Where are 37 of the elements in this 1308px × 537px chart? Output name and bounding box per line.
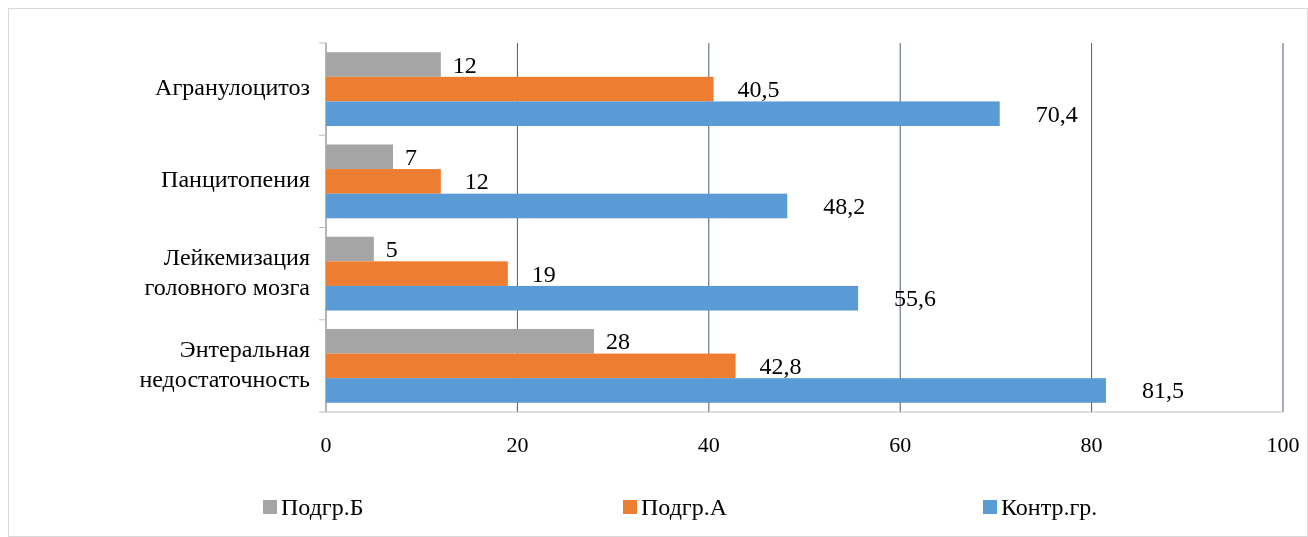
data-label: 70,4 [1035,100,1078,127]
legend-label: Подгр.А [641,494,728,520]
data-label: 12 [452,51,477,78]
legend-label: Контр.гр. [1001,494,1098,520]
y-tick-label: Энтеральная недостаточность [139,335,311,392]
bar [326,193,788,219]
x-tick-label: 40 [697,432,720,457]
legend-label: Подгр.Б [281,494,364,520]
bar [326,52,441,77]
data-label: 40,5 [737,76,780,103]
bar [326,285,859,311]
x-tick-label: 20 [506,432,529,457]
y-tick-label: Панцитопения [161,165,310,192]
bar [326,101,1000,127]
bar [326,261,508,286]
x-tick-label: 60 [889,432,912,457]
bar [326,76,714,102]
bar [326,353,736,379]
data-label: 28 [605,328,630,355]
data-label: 5 [385,236,398,263]
data-label: 81,5 [1141,377,1184,404]
bar [326,328,594,354]
bar [326,144,393,170]
data-label: 19 [531,260,556,287]
bar [326,378,1106,403]
data-label: 7 [404,143,417,170]
data-label: 42,8 [759,352,802,379]
y-tick-label: Лейкемизация головного мозга [144,243,311,300]
data-label: 12 [464,168,489,195]
x-tick-label: 100 [1266,432,1300,457]
y-tick-label: Агранулоцитоз [155,73,310,100]
data-label: 48,2 [823,192,866,219]
bar [326,236,374,262]
data-label: 55,6 [894,285,937,312]
bar [326,169,441,194]
x-tick-label: 80 [1080,432,1103,457]
x-tick-label: 0 [320,432,332,457]
